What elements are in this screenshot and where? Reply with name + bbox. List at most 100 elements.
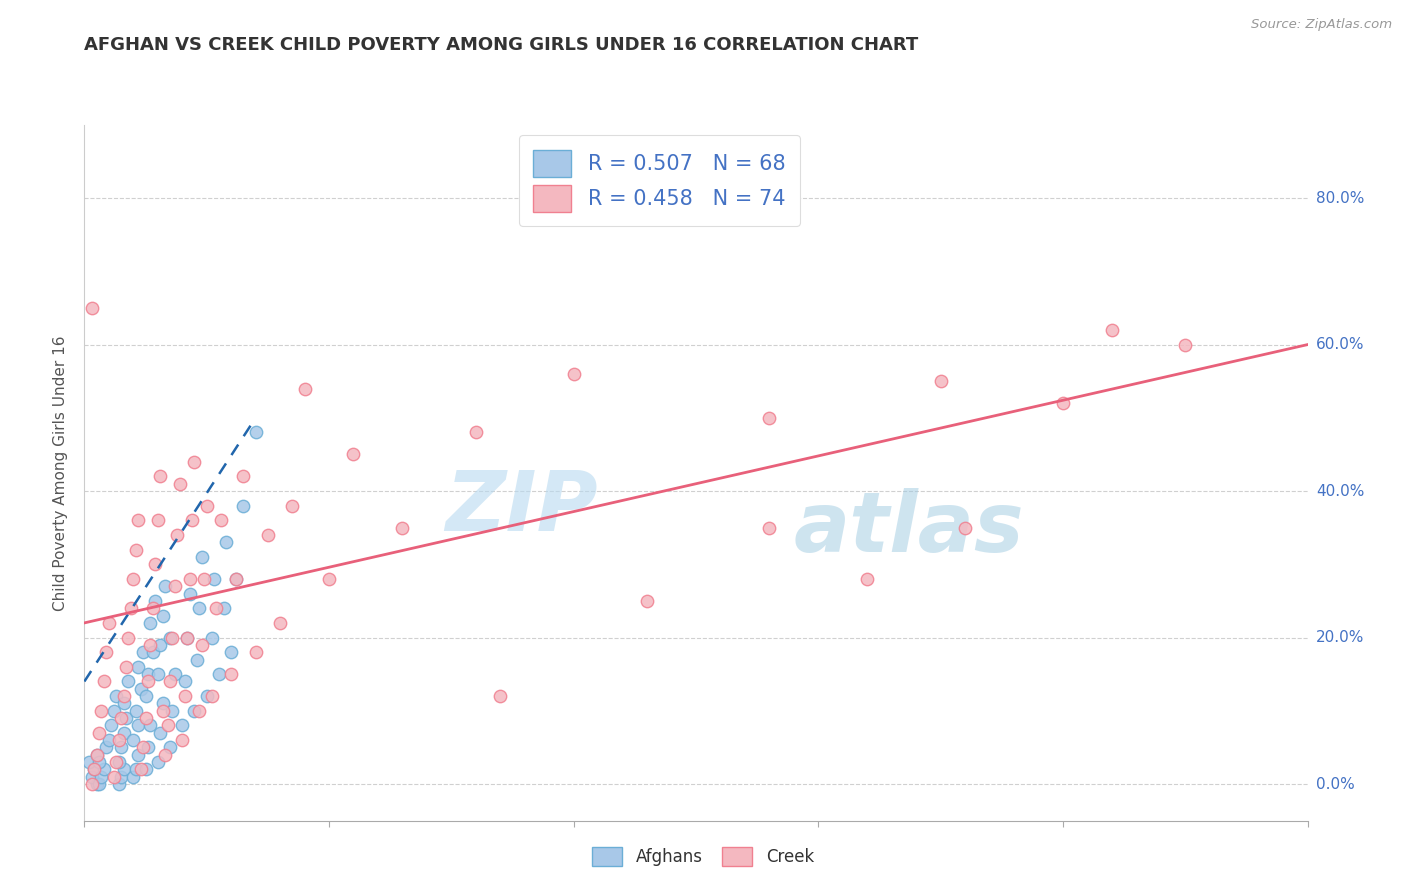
Point (269, 615, 291, 630)
Point (136, 674, 159, 689)
Point (110, 711, 132, 725)
Point (136, 667, 159, 681)
Point (125, 542, 148, 557)
Point (153, 747, 176, 762)
Point (97, 733, 120, 747)
Point (125, 704, 148, 718)
Point (83, 763, 105, 777)
Point (162, 631, 184, 645)
Point (87, 755, 110, 769)
Point (149, 638, 172, 652)
Point (202, 572, 225, 586)
Point (176, 631, 198, 645)
Point (100, 718, 122, 732)
Point (122, 733, 145, 747)
Point (87, 725, 110, 739)
Point (245, 645, 267, 659)
Point (117, 674, 139, 689)
Point (105, 689, 128, 703)
Point (96, 645, 118, 659)
Point (179, 586, 201, 600)
Point (139, 718, 162, 732)
Point (143, 594, 166, 608)
Point (135, 689, 157, 703)
Text: 20.0%: 20.0% (1316, 630, 1364, 645)
Point (127, 660, 149, 674)
Point (163, 667, 186, 681)
Point (208, 667, 231, 681)
Point (183, 455, 205, 469)
Point (152, 608, 174, 623)
Point (173, 689, 195, 703)
Point (80, 770, 103, 784)
Point (232, 469, 254, 483)
Point (205, 601, 228, 615)
Point (112, 763, 135, 777)
Point (146, 755, 169, 769)
Point (103, 704, 125, 718)
Point (257, 528, 280, 542)
Point (195, 689, 218, 703)
Point (186, 652, 208, 666)
Point (132, 645, 155, 659)
Point (219, 667, 242, 681)
Point (110, 770, 132, 784)
Point (215, 535, 238, 549)
Point (489, 689, 512, 703)
Point (127, 513, 149, 527)
Point (117, 631, 139, 645)
Point (183, 704, 205, 718)
Point (225, 572, 247, 586)
Text: 60.0%: 60.0% (1316, 337, 1364, 352)
Point (129, 763, 152, 777)
Point (464, 425, 486, 440)
Text: ZIP: ZIP (446, 467, 598, 548)
Point (146, 667, 169, 681)
Point (112, 725, 135, 739)
Point (112, 689, 135, 703)
Point (96, 740, 118, 755)
Point (136, 740, 159, 755)
Point (219, 645, 242, 659)
Point (142, 601, 165, 615)
Point (77, 755, 100, 769)
Point (156, 718, 179, 732)
Point (1052, 396, 1074, 410)
Point (120, 601, 142, 615)
Point (107, 733, 129, 747)
Point (149, 469, 172, 483)
Text: 80.0%: 80.0% (1316, 191, 1364, 206)
Point (953, 521, 976, 535)
Point (122, 770, 145, 784)
Point (245, 425, 267, 440)
Point (125, 763, 148, 777)
Point (159, 740, 181, 755)
Point (342, 447, 364, 461)
Point (172, 733, 194, 747)
Point (129, 681, 152, 696)
Point (179, 572, 201, 586)
Point (127, 718, 149, 732)
Point (135, 711, 157, 725)
Point (93, 674, 115, 689)
Point (93, 763, 115, 777)
Point (105, 755, 128, 769)
Point (122, 572, 145, 586)
Point (188, 704, 211, 718)
Point (107, 777, 129, 791)
Point (1174, 337, 1197, 351)
Point (152, 704, 174, 718)
Point (142, 645, 165, 659)
Point (166, 528, 188, 542)
Point (195, 499, 218, 513)
Point (146, 513, 169, 527)
Point (86, 747, 108, 762)
Point (90, 704, 112, 718)
Point (169, 476, 191, 491)
Point (107, 755, 129, 769)
Point (281, 499, 304, 513)
Point (86, 777, 108, 791)
Point (163, 579, 186, 593)
Point (294, 382, 316, 396)
Point (112, 697, 135, 711)
